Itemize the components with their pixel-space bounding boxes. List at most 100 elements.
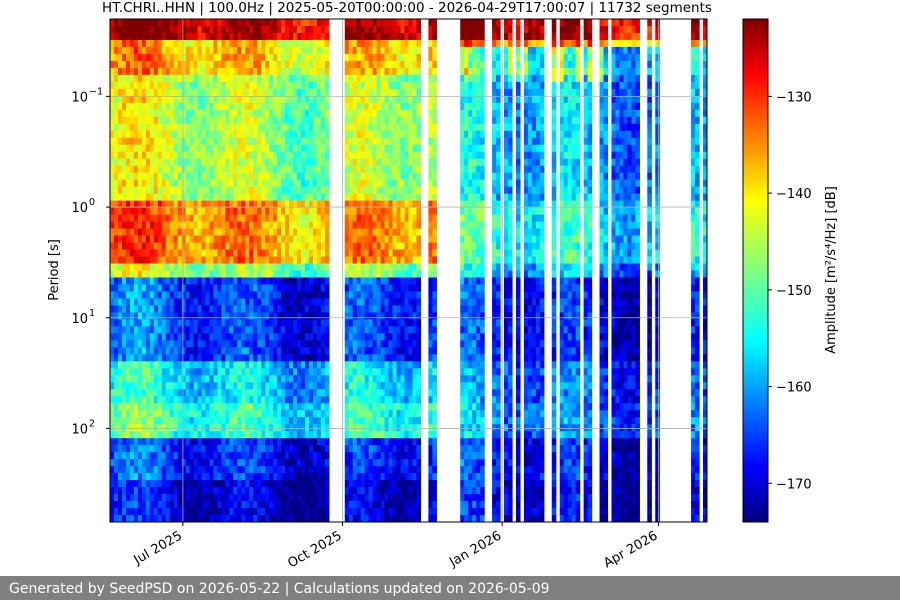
heatmap-cell — [249, 39, 254, 48]
heatmap-cell — [249, 74, 254, 83]
heatmap-cell — [233, 291, 238, 300]
heatmap-cell — [237, 480, 242, 488]
heatmap-cell — [253, 25, 258, 34]
heatmap-cell — [181, 165, 187, 174]
heatmap-cell — [352, 67, 358, 76]
heatmap-cell — [169, 445, 175, 453]
heatmap-cell — [189, 452, 195, 460]
heatmap-cell — [316, 445, 322, 453]
heatmap-cell — [301, 172, 306, 181]
heatmap-cell — [245, 263, 250, 272]
heatmap-cell — [177, 396, 183, 404]
heatmap-cell — [137, 354, 143, 362]
heatmap-cell — [157, 473, 163, 481]
heatmap-cell — [356, 298, 362, 307]
heatmap-cell — [265, 487, 270, 495]
heatmap-cell — [324, 431, 330, 439]
heatmap-cell — [376, 396, 382, 404]
heatmap-cell — [269, 25, 274, 34]
heatmap-cell — [352, 256, 358, 265]
heatmap-cell — [233, 235, 238, 244]
heatmap-column — [253, 19, 258, 522]
heatmap-cell — [125, 186, 131, 195]
heatmap-cell — [285, 375, 290, 383]
heatmap-cell — [161, 158, 167, 167]
heatmap-cell — [181, 32, 187, 41]
heatmap-cell — [289, 298, 294, 307]
heatmap-cell — [368, 214, 374, 223]
heatmap-cell — [273, 179, 278, 188]
heatmap-cell — [205, 354, 211, 362]
heatmap-cell — [249, 67, 254, 76]
heatmap-cell — [197, 277, 203, 286]
heatmap-cell — [217, 452, 223, 460]
heatmap-cell — [316, 354, 322, 362]
heatmap-cell — [177, 39, 183, 48]
heatmap-cell — [364, 487, 370, 495]
heatmap-cell — [312, 473, 318, 481]
heatmap-cell — [277, 263, 282, 272]
heatmap-cell — [189, 123, 195, 132]
heatmap-cell — [189, 508, 195, 516]
heatmap-cell — [305, 74, 310, 83]
heatmap-cell — [129, 487, 135, 495]
heatmap-cell — [360, 277, 366, 286]
heatmap-cell — [344, 116, 350, 125]
heatmap-cell — [233, 200, 238, 209]
heatmap-cell — [277, 291, 282, 300]
heatmap-cell — [145, 410, 151, 418]
heatmap-cell — [309, 151, 314, 160]
heatmap-cell — [257, 347, 262, 355]
heatmap-cell — [348, 193, 354, 202]
heatmap-cell — [320, 354, 326, 362]
heatmap-cell — [320, 179, 326, 188]
heatmap-cell — [392, 53, 398, 62]
heatmap-cell — [324, 438, 330, 446]
heatmap-cell — [305, 417, 310, 425]
heatmap-cell — [285, 81, 290, 90]
heatmap-cell — [364, 200, 370, 209]
heatmap-cell — [245, 445, 250, 453]
heatmap-cell — [273, 207, 278, 216]
heatmap-cell — [301, 424, 306, 432]
heatmap-cell — [324, 39, 330, 48]
heatmap-cell — [293, 25, 298, 34]
heatmap-cell — [257, 172, 262, 181]
heatmap-cell — [301, 508, 306, 516]
heatmap-cell — [197, 347, 203, 355]
heatmap-cell — [110, 214, 115, 223]
heatmap-cell — [189, 466, 195, 474]
heatmap-cell — [157, 277, 163, 286]
heatmap-cell — [265, 480, 270, 488]
heatmap-cell — [133, 424, 139, 432]
heatmap-cell — [149, 46, 155, 55]
heatmap-cell — [320, 60, 326, 69]
heatmap-cell — [110, 186, 115, 195]
heatmap-cell — [189, 116, 195, 125]
heatmap-cell — [348, 144, 354, 153]
heatmap-cell — [344, 95, 350, 104]
heatmap-cell — [301, 291, 306, 300]
heatmap-cell — [305, 466, 310, 474]
heatmap-cell — [376, 221, 382, 230]
heatmap-column — [297, 19, 302, 522]
heatmap-cell — [121, 32, 127, 41]
heatmap-cell — [269, 32, 274, 41]
heatmap-cell — [225, 88, 230, 97]
heatmap-cell — [360, 242, 366, 251]
heatmap-cell — [225, 480, 230, 488]
heatmap-cell — [376, 326, 382, 334]
heatmap-cell — [396, 235, 402, 244]
heatmap-cell — [316, 214, 322, 223]
heatmap-cell — [213, 403, 219, 411]
heatmap-cell — [181, 116, 187, 125]
heatmap-cell — [209, 431, 215, 439]
heatmap-cell — [289, 508, 294, 516]
heatmap-cell — [277, 207, 282, 216]
heatmap-column — [301, 19, 306, 522]
heatmap-cell — [316, 193, 322, 202]
heatmap-cell — [141, 95, 147, 104]
heatmap-cell — [233, 354, 238, 362]
heatmap-cell — [153, 46, 159, 55]
heatmap-cell — [141, 67, 147, 76]
